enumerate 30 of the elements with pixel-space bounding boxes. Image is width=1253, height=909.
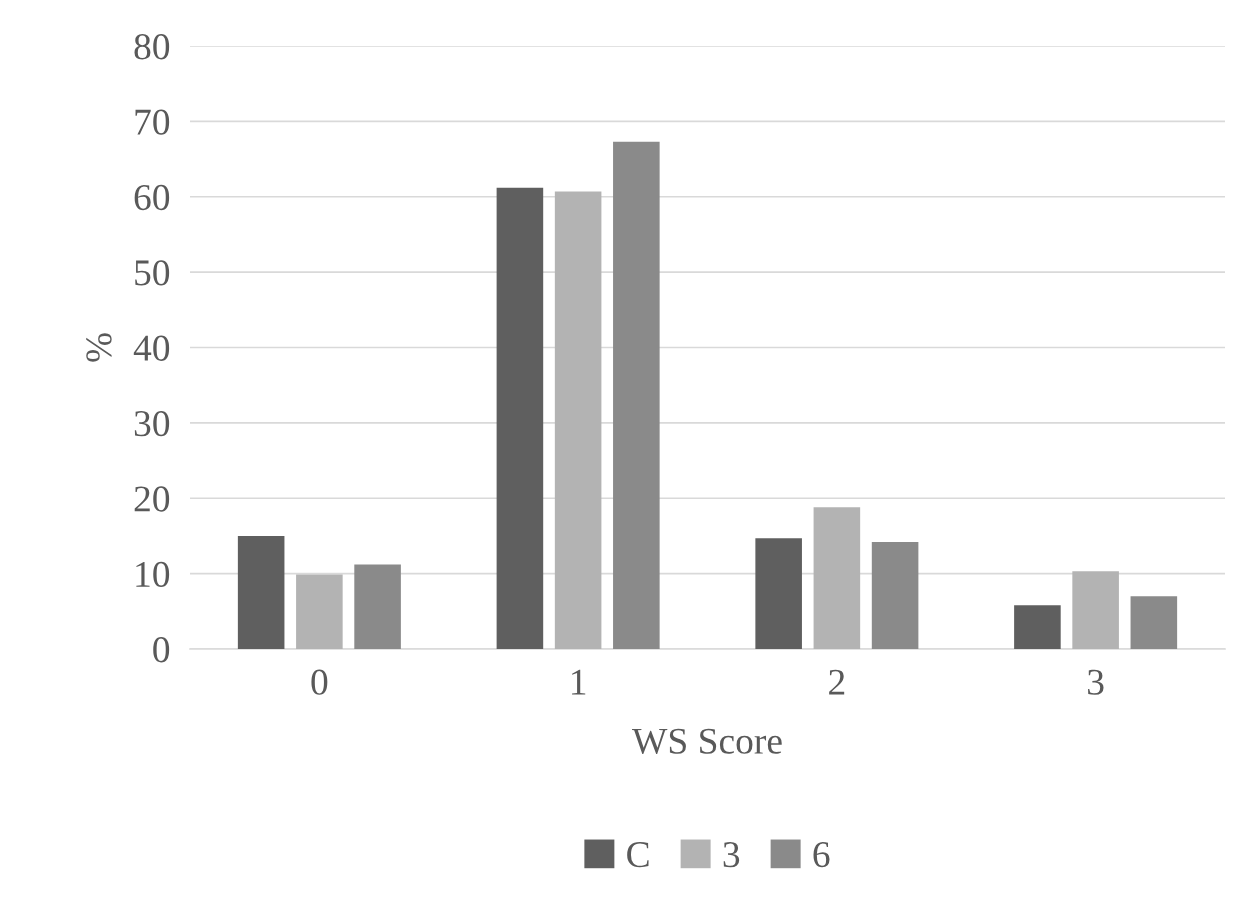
bar xyxy=(613,141,660,649)
bar xyxy=(1072,571,1119,649)
x-axis-title: WS Score xyxy=(632,728,782,755)
x-tick-label: 2 xyxy=(829,669,845,695)
bar xyxy=(496,187,544,649)
x-tick-label: 0 xyxy=(311,669,328,695)
legend-label: 3 xyxy=(723,842,740,868)
y-axis-title: % xyxy=(86,333,112,362)
bar xyxy=(554,191,602,649)
bar xyxy=(354,564,401,649)
x-tick-label: 1 xyxy=(572,669,586,695)
y-tick-label: 20 xyxy=(134,486,170,512)
y-tick-label: 80 xyxy=(134,34,170,60)
legend-label: 6 xyxy=(813,842,830,868)
y-tick-label: 60 xyxy=(134,184,170,211)
y-tick-label: 70 xyxy=(135,109,170,135)
bar xyxy=(1014,605,1061,649)
bar xyxy=(296,574,343,649)
y-tick-label: 40 xyxy=(133,335,170,361)
y-tick-label: 50 xyxy=(135,260,170,286)
bar xyxy=(237,535,285,649)
legend-label: C xyxy=(627,842,649,868)
bar xyxy=(1130,596,1178,649)
y-tick-label: 30 xyxy=(134,410,170,437)
bar xyxy=(813,507,861,649)
bar xyxy=(871,541,919,649)
x-tick-label: 3 xyxy=(1088,669,1104,695)
bar xyxy=(755,538,802,649)
y-tick-label: 10 xyxy=(136,561,170,587)
y-tick-label: 0 xyxy=(153,637,170,663)
